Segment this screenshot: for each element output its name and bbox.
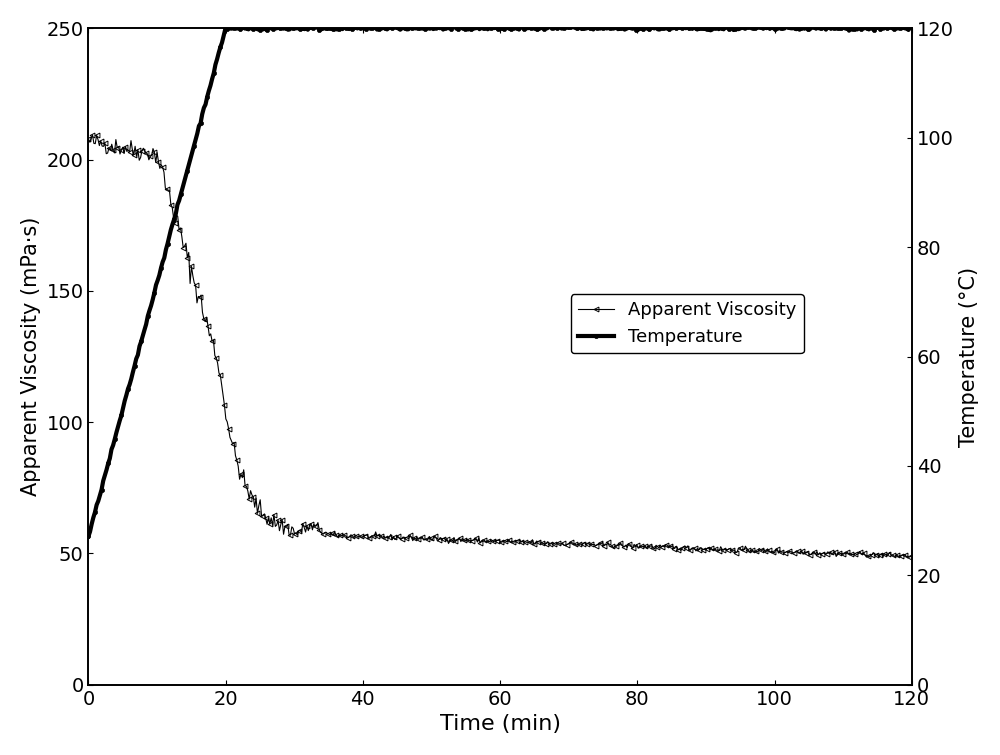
Apparent Viscosity [634,543,646,552]
Apparent Viscosity [456,534,468,543]
Line: Apparent Viscosity: Apparent Viscosity [86,132,914,560]
Legend: Apparent Viscosity, Temperature: Apparent Viscosity, Temperature [571,294,804,353]
Apparent Viscosity [295,528,307,537]
Apparent Viscosity [569,540,581,549]
Temperature [906,23,918,32]
Temperature [82,532,94,541]
Y-axis label: Temperature (°C): Temperature (°C) [959,267,979,447]
Apparent Viscosity [873,553,885,562]
X-axis label: Time (min): Time (min) [440,714,561,734]
Temperature [530,24,542,33]
Line: Temperature: Temperature [86,24,914,538]
Apparent Viscosity [82,134,94,143]
Temperature [888,24,900,33]
Apparent Viscosity [229,451,241,460]
Apparent Viscosity [704,546,716,555]
Temperature [759,23,771,32]
Temperature [475,23,487,32]
Temperature [480,23,492,32]
Temperature [574,23,586,32]
Temperature [338,22,350,31]
Apparent Viscosity [86,131,98,140]
Y-axis label: Apparent Viscosity (mPa·s): Apparent Viscosity (mPa·s) [21,217,41,496]
Apparent Viscosity [906,551,918,560]
